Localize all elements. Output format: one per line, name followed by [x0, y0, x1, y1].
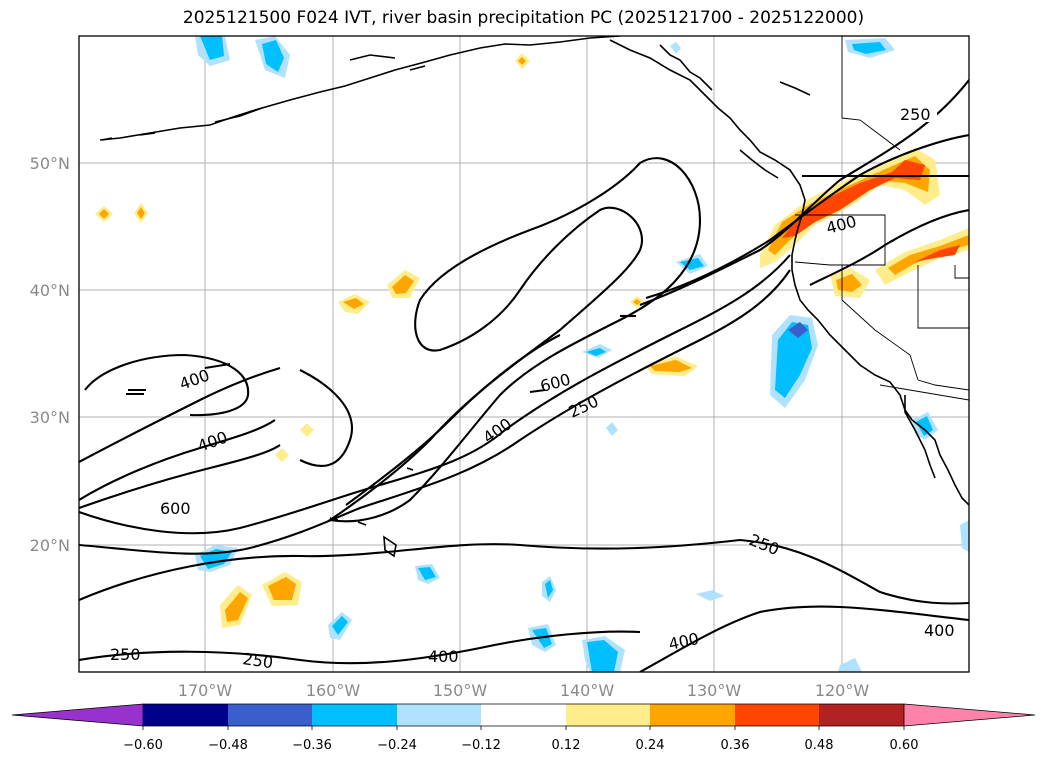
map-title: 2025121500 F024 IVT, river basin precipi… — [182, 8, 865, 28]
map-frame — [78, 35, 970, 673]
colorbar-extend-low — [11, 703, 144, 727]
colorbar-segment — [481, 704, 566, 726]
contour-label: 400 — [195, 427, 230, 455]
ivt-contours — [79, 79, 969, 672]
contour-label: 400 — [924, 621, 955, 640]
colorbar-segment — [566, 704, 650, 726]
lat-label: 20°N — [30, 536, 70, 555]
colorbar-segment — [143, 704, 228, 726]
contour-label: 400 — [479, 414, 515, 447]
lon-label: 120°W — [815, 681, 870, 700]
precip-positive-areas — [95, 53, 969, 628]
colorbar-segment — [312, 704, 397, 726]
lon-label: 170°W — [178, 681, 233, 700]
lat-label: 30°N — [30, 408, 70, 427]
contour-label: 250 — [110, 645, 141, 664]
colorbar-segment — [397, 704, 481, 726]
colorbar-tick-label: −0.12 — [461, 738, 501, 753]
contour-label: 250 — [747, 530, 782, 559]
colorbar-tick-label: 0.36 — [721, 738, 750, 753]
colorbar-tick-label: −0.36 — [292, 738, 332, 753]
colorbar-segment — [650, 704, 735, 726]
colorbar-extend-high — [903, 703, 1036, 727]
colorbar-tick-label: −0.60 — [123, 738, 163, 753]
map-panel — [79, 36, 969, 672]
coastlines — [99, 36, 969, 558]
colorbar-tick-label: 0.24 — [636, 738, 665, 753]
colorbar-tick-label: 0.12 — [552, 738, 581, 753]
contour-label: 600 — [538, 370, 572, 396]
colorbar: −0.60 −0.48 −0.36 −0.24 −0.12 0.12 0.24 … — [11, 703, 1036, 753]
contour-label: 250 — [900, 105, 931, 124]
colorbar-segment — [735, 704, 819, 726]
colorbar-tick-label: 0.48 — [805, 738, 834, 753]
lat-label: 50°N — [30, 154, 70, 173]
contour-label: 400 — [177, 365, 212, 393]
latitude-labels: 50°N 40°N 30°N 20°N — [30, 154, 70, 555]
colorbar-tick-label: −0.48 — [208, 738, 248, 753]
lon-label: 130°W — [687, 681, 742, 700]
lon-label: 140°W — [560, 681, 615, 700]
longitude-labels: 170°W 160°W 150°W 140°W 130°W 120°W — [178, 681, 870, 700]
colorbar-tick-label: 0.60 — [890, 738, 919, 753]
lat-label: 40°N — [30, 281, 70, 300]
colorbar-segment — [819, 704, 904, 726]
graticule — [79, 36, 969, 672]
precip-negative-areas — [195, 36, 969, 672]
contour-label: 600 — [160, 499, 191, 518]
contour-label: 400 — [428, 647, 459, 666]
lon-label: 150°W — [433, 681, 488, 700]
contour-label: 400 — [667, 629, 701, 654]
lon-label: 160°W — [306, 681, 361, 700]
contour-label: 250 — [241, 649, 274, 672]
colorbar-segment — [228, 704, 312, 726]
colorbar-tick-label: −0.24 — [377, 738, 417, 753]
